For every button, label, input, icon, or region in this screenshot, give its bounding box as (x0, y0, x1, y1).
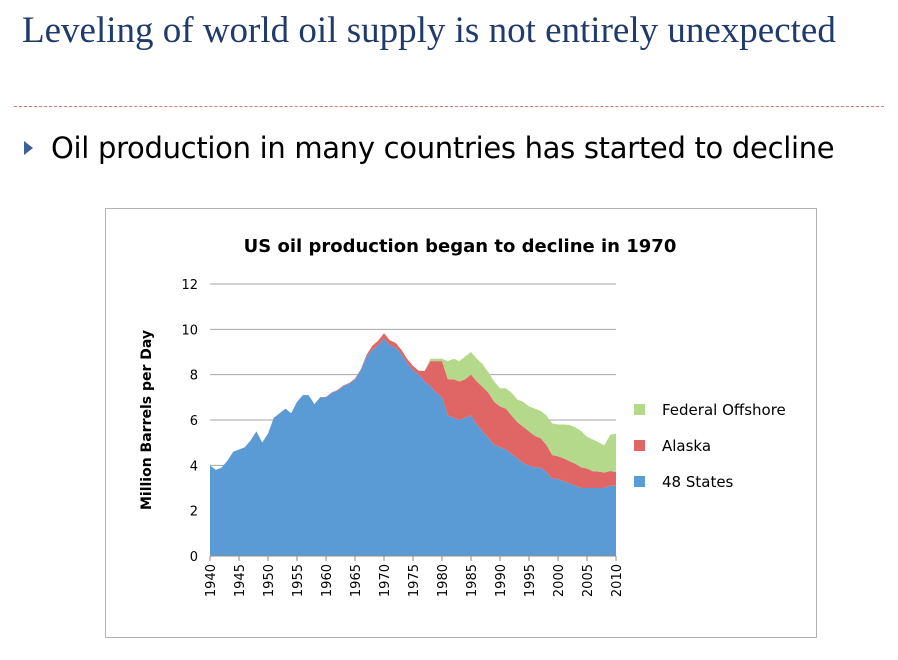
bullet-text: Oil production in many countries has sta… (51, 131, 835, 165)
y-tick-label: 6 (190, 414, 198, 429)
area-federal-offshore (210, 333, 616, 473)
x-tick-label: 1960 (320, 564, 335, 597)
y-tick-label: 10 (181, 323, 198, 338)
x-tick-label: 1965 (349, 564, 364, 597)
x-tick-label: 1985 (465, 564, 480, 597)
x-tick-label: 2005 (581, 564, 596, 597)
x-tick-label: 1980 (436, 564, 451, 597)
y-tick-label: 8 (190, 369, 198, 384)
x-tick-label: 1945 (233, 564, 248, 597)
legend-label-48-states: 48 States (662, 473, 734, 491)
slide-title: Leveling of world oil supply is not enti… (22, 10, 836, 51)
y-axis-label: Million Barrels per Day (139, 330, 155, 510)
legend-swatch-48-states (634, 476, 645, 487)
x-tick-label: 2000 (552, 564, 567, 597)
x-tick-label: 1940 (204, 564, 219, 597)
y-tick-label: 4 (190, 459, 198, 474)
title-divider (14, 106, 884, 107)
x-tick-label: 1955 (291, 564, 306, 597)
bullet-arrow-icon (24, 141, 33, 155)
area-48-states (210, 338, 616, 556)
x-tick-label: 1975 (407, 564, 422, 597)
x-tick-label: 1990 (494, 564, 509, 597)
x-tick-label: 1995 (523, 564, 538, 597)
legend-swatch-federal-offshore (634, 404, 645, 415)
legend-swatch-alaska (634, 440, 645, 451)
y-tick-label: 2 (190, 505, 198, 520)
x-tick-label: 2010 (610, 564, 625, 597)
x-tick-label: 1950 (262, 564, 277, 597)
area-alaska (210, 333, 616, 488)
chart-title: US oil production began to decline in 19… (244, 236, 677, 257)
bullet-item: Oil production in many countries has sta… (24, 128, 835, 168)
x-tick-label: 1970 (378, 564, 393, 597)
y-tick-label: 12 (181, 278, 198, 293)
y-tick-label: 0 (190, 550, 198, 565)
legend-label-federal-offshore: Federal Offshore (662, 401, 786, 419)
legend-label-alaska: Alaska (662, 437, 711, 455)
